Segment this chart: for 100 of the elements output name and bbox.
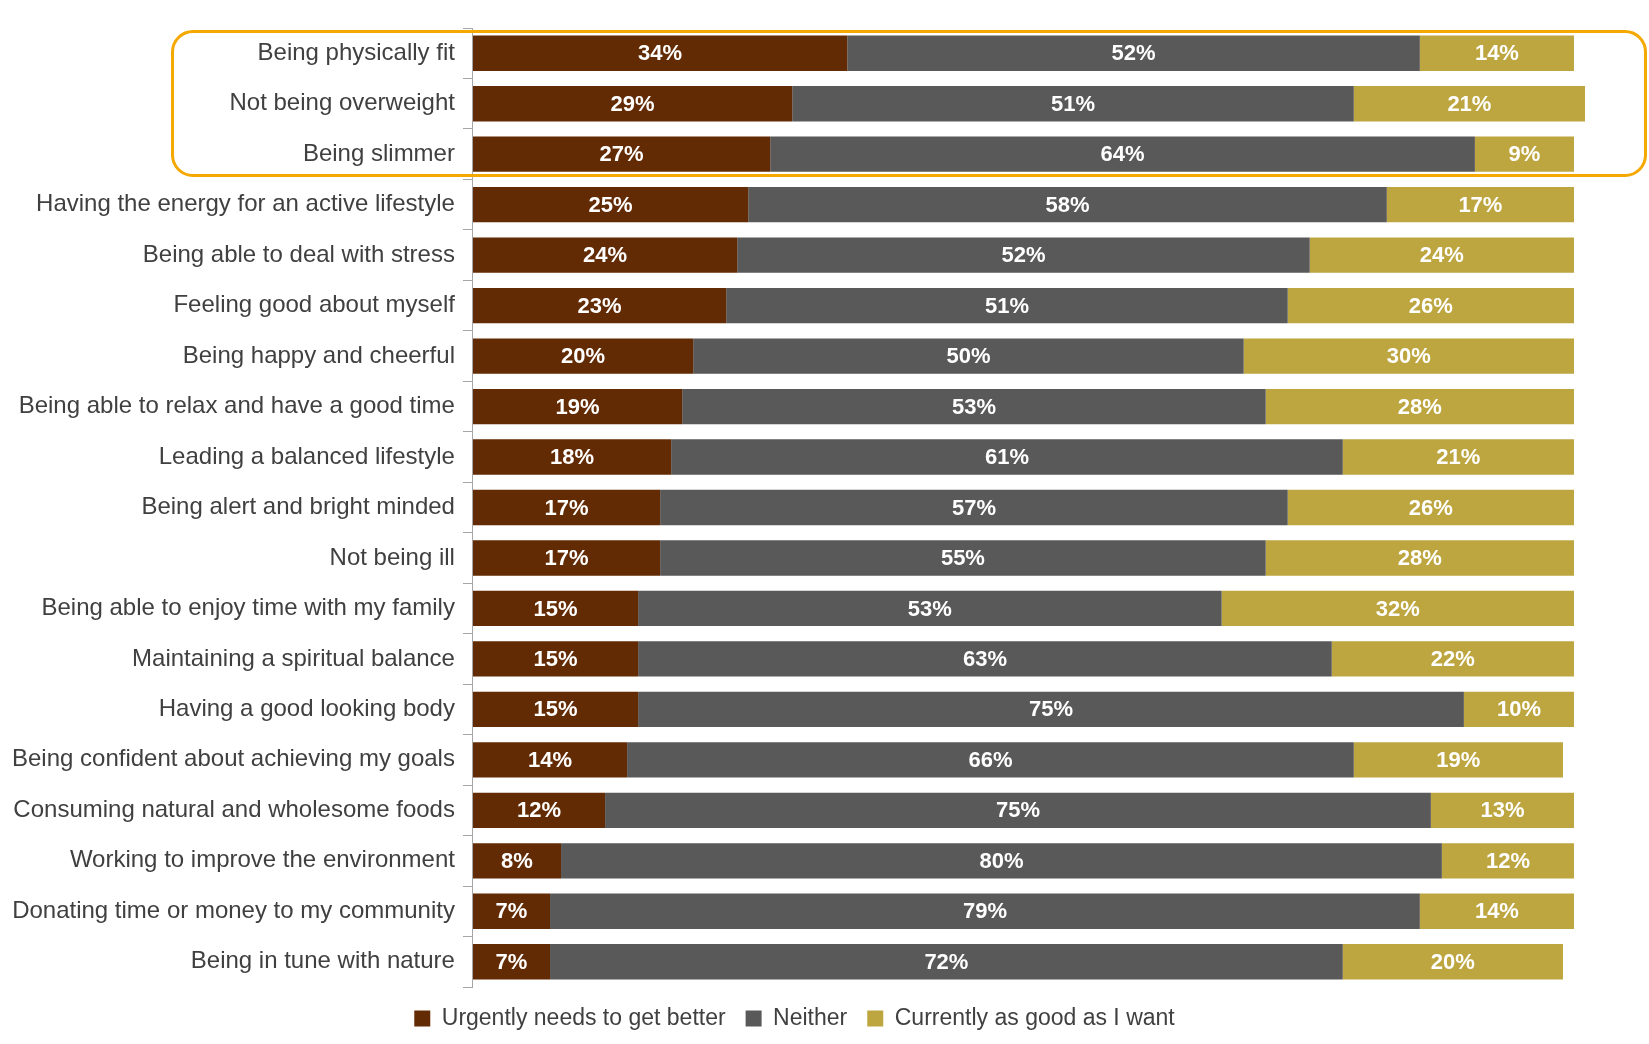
data-label: 25% bbox=[588, 191, 633, 217]
bar bbox=[726, 287, 1288, 324]
bar bbox=[472, 237, 738, 273]
data-label: 53% bbox=[951, 393, 996, 419]
bar bbox=[770, 136, 1475, 172]
data-label: 30% bbox=[1386, 343, 1431, 369]
data-label: 55% bbox=[940, 545, 985, 571]
data-label: 72% bbox=[924, 948, 969, 974]
data-label: 52% bbox=[1001, 242, 1046, 268]
data-label: 15% bbox=[533, 696, 578, 722]
data-label: 51% bbox=[984, 292, 1029, 318]
bar bbox=[1441, 843, 1574, 879]
data-label: 51% bbox=[1051, 90, 1096, 116]
legend-label: Urgently needs to get better bbox=[441, 1003, 726, 1030]
y-tick-label: Being physically fit bbox=[257, 37, 456, 65]
data-label: 14% bbox=[1474, 40, 1519, 66]
y-tick-label: Being able to relax and have a good time bbox=[18, 391, 455, 419]
data-label: 12% bbox=[517, 797, 562, 823]
data-label: 17% bbox=[1458, 191, 1503, 217]
data-label: 8% bbox=[501, 847, 533, 873]
bar bbox=[472, 641, 639, 677]
bar bbox=[1353, 742, 1563, 778]
data-label: 19% bbox=[1436, 746, 1481, 772]
data-label: 58% bbox=[1045, 191, 1090, 217]
bar bbox=[682, 388, 1266, 425]
data-label: 34% bbox=[638, 40, 683, 66]
bar bbox=[660, 489, 1288, 526]
data-label: 14% bbox=[1474, 898, 1519, 924]
bar bbox=[671, 439, 1343, 475]
bar bbox=[472, 590, 639, 627]
data-label: 32% bbox=[1375, 595, 1420, 621]
bar bbox=[693, 338, 1244, 374]
y-tick-label: Leading a balanced lifestyle bbox=[158, 441, 455, 469]
bar bbox=[1353, 86, 1585, 122]
bar bbox=[792, 86, 1354, 122]
y-tick-label: Having a good looking body bbox=[158, 694, 455, 722]
bar bbox=[472, 287, 727, 324]
data-label: 80% bbox=[979, 847, 1024, 873]
bar bbox=[1287, 489, 1574, 526]
bar bbox=[550, 944, 1343, 980]
bar bbox=[472, 35, 848, 71]
data-label: 18% bbox=[550, 444, 595, 470]
data-label: 26% bbox=[1408, 494, 1453, 520]
data-label: 21% bbox=[1447, 90, 1492, 116]
data-label: 75% bbox=[995, 797, 1040, 823]
data-label: 26% bbox=[1408, 292, 1453, 318]
y-tick-label: Working to improve the environment bbox=[69, 845, 456, 873]
data-label: 52% bbox=[1111, 40, 1156, 66]
bar bbox=[472, 489, 661, 526]
y-tick-label: Not being overweight bbox=[229, 88, 456, 116]
bar bbox=[1287, 287, 1574, 324]
bar bbox=[1419, 35, 1574, 71]
data-label: 20% bbox=[1430, 948, 1475, 974]
bar bbox=[472, 186, 749, 223]
y-tick-label: Maintaining a spiritual balance bbox=[132, 643, 455, 671]
bar bbox=[472, 439, 672, 475]
data-label: 64% bbox=[1100, 141, 1145, 167]
bar bbox=[1419, 893, 1574, 929]
data-label: 9% bbox=[1508, 141, 1541, 167]
data-label: 75% bbox=[1028, 696, 1074, 722]
data-label: 24% bbox=[1419, 242, 1464, 268]
y-tick-label: Being confident about achieving my goals bbox=[11, 744, 455, 772]
data-label: 15% bbox=[533, 645, 578, 671]
bar bbox=[472, 86, 793, 122]
bar bbox=[1474, 136, 1574, 172]
y-tick-label: Being in tune with nature bbox=[190, 946, 455, 974]
data-label: 28% bbox=[1397, 545, 1442, 571]
legend-label: Currently as good as I want bbox=[894, 1003, 1176, 1030]
bar bbox=[1331, 641, 1574, 677]
data-label: 23% bbox=[577, 292, 622, 318]
y-tick-label: Donating time or money to my community bbox=[12, 895, 455, 923]
bar bbox=[472, 388, 683, 425]
y-tick-label: Having the energy for an active lifestyle bbox=[36, 189, 455, 217]
y-tick-label: Being able to enjoy time with my family bbox=[41, 593, 455, 621]
y-tick-label: Not being ill bbox=[329, 542, 455, 570]
bar bbox=[660, 540, 1266, 576]
bar bbox=[1342, 439, 1574, 475]
y-tick-label: Being able to deal with stress bbox=[142, 239, 455, 267]
y-tick-label: Being slimmer bbox=[302, 138, 455, 166]
data-label: 19% bbox=[555, 393, 600, 419]
data-label: 14% bbox=[528, 746, 573, 772]
data-label: 53% bbox=[907, 595, 952, 621]
bar bbox=[1265, 540, 1574, 576]
data-label: 24% bbox=[583, 242, 628, 268]
bar bbox=[1243, 338, 1574, 374]
bar bbox=[472, 691, 639, 728]
bar bbox=[1342, 944, 1563, 980]
bar bbox=[472, 742, 628, 778]
data-label: 28% bbox=[1397, 393, 1442, 419]
bar bbox=[472, 792, 606, 829]
y-tick-label: Consuming natural and wholesome foods bbox=[13, 794, 455, 822]
bar bbox=[550, 893, 1420, 929]
bar bbox=[1309, 237, 1574, 273]
bar bbox=[1221, 590, 1574, 627]
bar bbox=[605, 792, 1431, 829]
bar bbox=[638, 691, 1464, 728]
data-label: 27% bbox=[599, 141, 644, 167]
data-label: 50% bbox=[946, 343, 991, 369]
bar bbox=[1430, 792, 1574, 829]
data-label: 22% bbox=[1430, 645, 1475, 671]
